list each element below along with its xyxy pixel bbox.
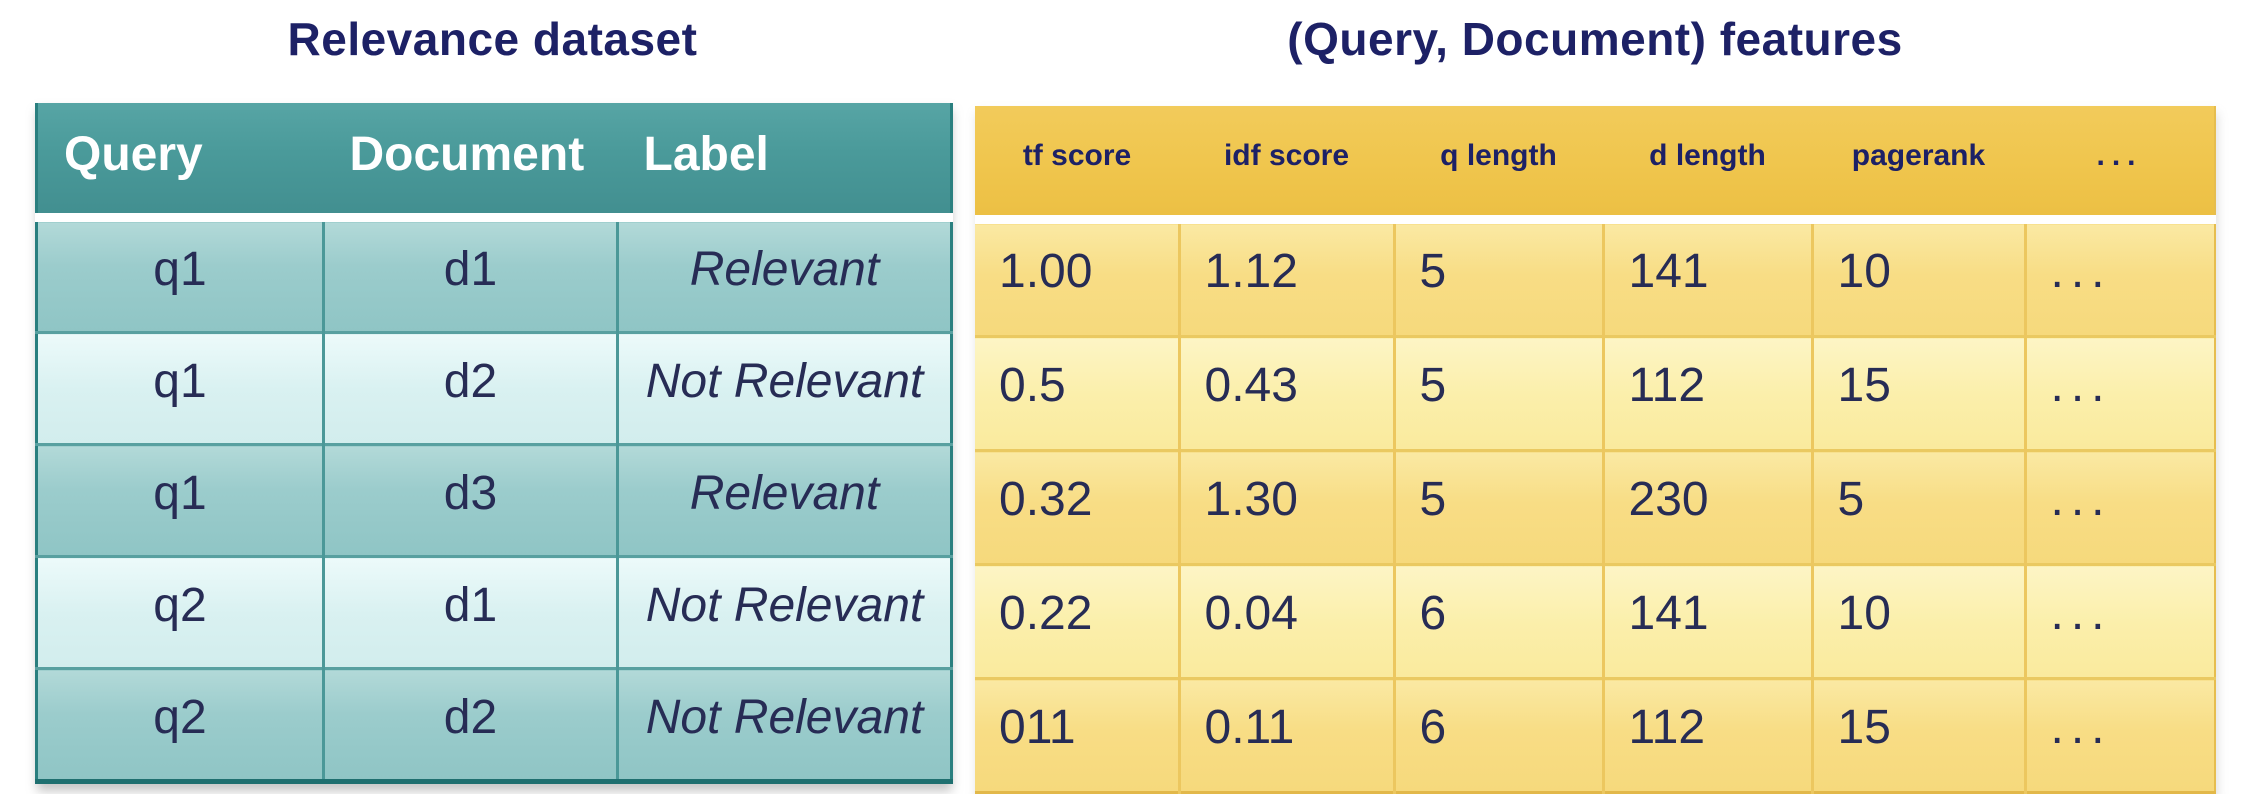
column-header-idf-score: idf score [1179, 106, 1394, 224]
table-cell: 15 [1810, 677, 2025, 793]
table-cell: 5 [1392, 335, 1603, 451]
table-cell: 10 [1810, 563, 2025, 679]
table-cell: d1 [322, 555, 618, 669]
column-header-query: Query [36, 103, 324, 222]
table-cell: Not Relevant [616, 667, 952, 782]
table-cell: 141 [1601, 219, 1812, 337]
table-row: 0.5 0.43 5 112 15... [975, 335, 2215, 451]
table-cell: 5 [1810, 449, 2025, 565]
table-row: q1 d3 Relevant [36, 443, 952, 557]
table-cell: d3 [322, 443, 618, 557]
relevance-dataset-table: Query Document Label q1 d1 Relevant q1 d2 Not R… [35, 103, 953, 784]
table-cell: q1 [36, 217, 324, 333]
query-document-features-title: (Query, Document) features [1287, 13, 1903, 65]
features-table-body: 1.00 1.12 5 141 10... 0.5 0.43 5 112 15... 0.32 1.3… [975, 219, 2215, 793]
table-cell: 0.32 [975, 449, 1179, 565]
table-cell: 0.5 [975, 335, 1179, 451]
table-cell: d1 [322, 217, 618, 333]
table-cell: 15 [1810, 335, 2025, 451]
table-cell: 6 [1392, 563, 1603, 679]
table-cell: q1 [36, 443, 324, 557]
column-header-pagerank: pagerank [1812, 106, 2025, 224]
column-header-q-length: q length [1394, 106, 1603, 224]
relevance-table-header: Query Document Label [36, 103, 952, 222]
table-cell: Not Relevant [616, 331, 952, 445]
relevance-dataset-panel: Query Document Label q1 d1 Relevant q1 d2 Not R… [35, 103, 953, 784]
table-cell: q2 [36, 555, 324, 669]
table-cell: d2 [322, 331, 618, 445]
table-cell: ... [2023, 219, 2215, 337]
features-panel: tf score idf score q length d length pageran… [975, 106, 2216, 794]
table-row: q2 d2 Not Relevant [36, 667, 952, 782]
table-cell: ... [2023, 449, 2215, 565]
column-header-d-length: d length [1603, 106, 1812, 224]
table-cell: q1 [36, 331, 324, 445]
table-row: 1.00 1.12 5 141 10... [975, 219, 2215, 337]
table-cell: 0.22 [975, 563, 1179, 679]
table-cell: 0.04 [1177, 563, 1394, 679]
query-document-features-table: tf score idf score q length d length pageran… [975, 106, 2216, 794]
table-cell: 10 [1810, 219, 2025, 337]
table-cell: 141 [1601, 563, 1812, 679]
relevance-table-body: q1 d1 Relevant q1 d2 Not Relevant q1 d3 Relevant… [36, 217, 952, 782]
header-row: tf score idf score q length d length pageran… [975, 106, 2215, 224]
table-row: 011 0.11 6 112 15... [975, 677, 2215, 793]
table-row: 0.22 0.04 6 141 10... [975, 563, 2215, 679]
table-cell: 5 [1392, 219, 1603, 337]
table-cell: 0.11 [1177, 677, 1394, 793]
table-cell: 1.00 [975, 219, 1179, 337]
table-cell: Not Relevant [616, 555, 952, 669]
column-header-label: Label [617, 103, 952, 222]
table-cell: 112 [1601, 677, 1812, 793]
table-cell: Relevant [616, 443, 952, 557]
table-cell: 011 [975, 677, 1179, 793]
table-cell: Relevant [616, 217, 952, 333]
column-header-etc: ... [2025, 106, 2215, 224]
table-cell: 5 [1392, 449, 1603, 565]
table-row: q2 d1 Not Relevant [36, 555, 952, 669]
header-row: Query Document Label [36, 103, 952, 222]
features-table-header: tf score idf score q length d length pageran… [975, 106, 2215, 224]
table-row: q1 d2 Not Relevant [36, 331, 952, 445]
column-header-document: Document [323, 103, 618, 222]
table-row: q1 d1 Relevant [36, 217, 952, 333]
table-cell: ... [2023, 677, 2215, 793]
relevance-dataset-title: Relevance dataset [287, 13, 698, 65]
table-cell: 112 [1601, 335, 1812, 451]
column-header-tf-score: tf score [975, 106, 1179, 224]
table-cell: 6 [1392, 677, 1603, 793]
table-cell: d2 [322, 667, 618, 782]
table-cell: q2 [36, 667, 324, 782]
table-cell: ... [2023, 563, 2215, 679]
table-cell: 1.12 [1177, 219, 1394, 337]
table-cell: ... [2023, 335, 2215, 451]
table-cell: 1.30 [1177, 449, 1394, 565]
table-cell: 230 [1601, 449, 1812, 565]
table-row: 0.32 1.30 5 230 5... [975, 449, 2215, 565]
table-cell: 0.43 [1177, 335, 1394, 451]
